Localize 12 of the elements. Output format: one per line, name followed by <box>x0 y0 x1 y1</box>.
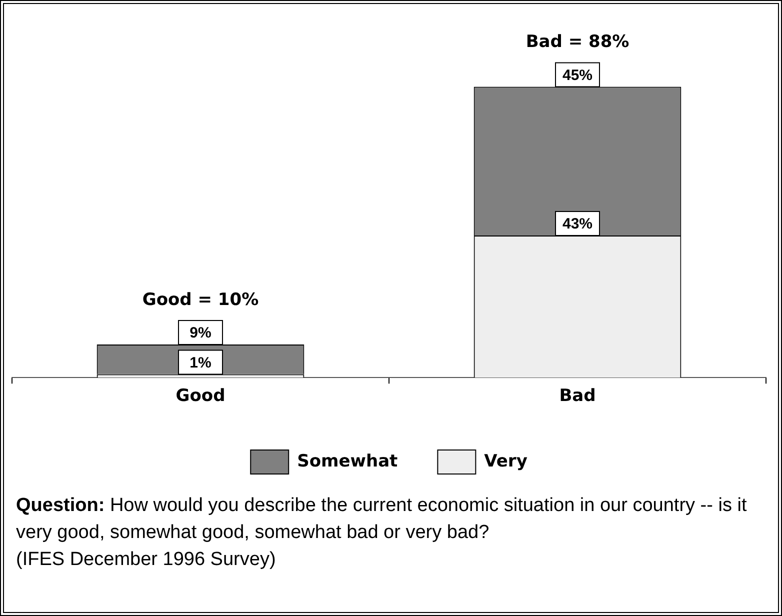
text: Question: How would you describe the current economic situation in our country -- is it very good, somewhat good, somewhat bad or very bad? <box>16 495 747 543</box>
total-label: Good = 10% <box>142 290 259 310</box>
legend-label: Somewhat <box>297 451 398 472</box>
x-tick-label: Good <box>176 386 226 406</box>
data-label: 45% <box>562 66 593 84</box>
total-label: Bad = 88% <box>526 32 630 52</box>
data-label: 9% <box>190 324 212 342</box>
x-tick-label: Bad <box>559 386 596 406</box>
legend-label: Very <box>484 451 528 472</box>
text: (IFES December 1996 Survey) <box>16 549 276 570</box>
data-label: 43% <box>562 216 593 233</box>
data-label: 1% <box>190 354 212 372</box>
